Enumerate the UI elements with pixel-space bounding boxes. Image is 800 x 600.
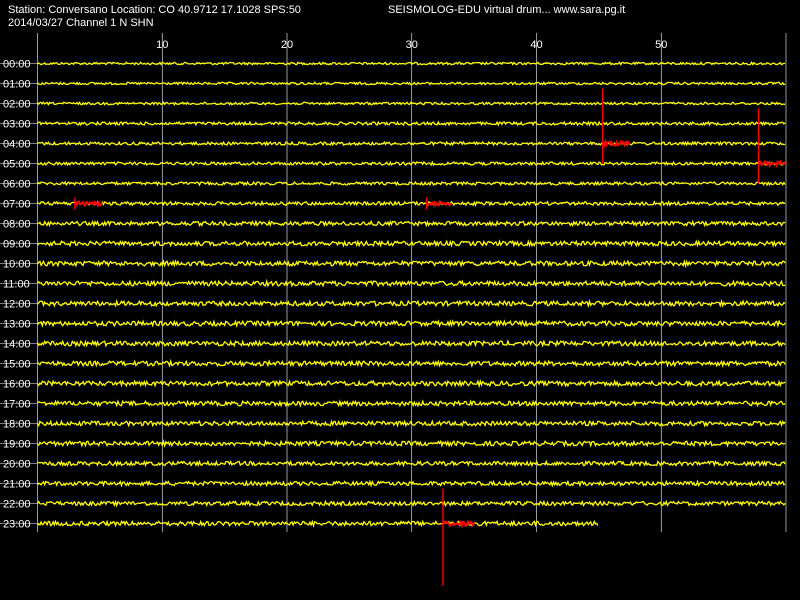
trace-row-02:00	[36, 101, 786, 106]
hour-label: 12:00	[3, 299, 31, 311]
trace-row-19:00	[37, 439, 786, 449]
trace-row-11:00	[36, 278, 786, 288]
trace-row-23:00	[36, 519, 599, 528]
hour-label: 13:00	[3, 319, 31, 331]
x-tick-label: 40	[530, 39, 542, 51]
hour-label: 21:00	[3, 479, 31, 491]
hour-label: 17:00	[3, 399, 31, 411]
trace-row-04:00	[37, 140, 786, 147]
x-tick-label: 10	[156, 39, 168, 51]
trace-row-12:00	[36, 298, 786, 309]
hour-label: 20:00	[3, 459, 31, 471]
hour-label: 09:00	[3, 239, 31, 251]
hour-label: 02:00	[3, 99, 31, 111]
seismic-traces	[36, 60, 786, 528]
credit-text: SEISMOLOG-EDU virtual drum... www.sara.p…	[388, 4, 626, 16]
hour-labels: 00:00 01:00 02:00 03:00 04:00 05:00 06:00 07:00…	[0, 59, 38, 531]
hour-label: 04:00	[3, 139, 31, 151]
hour-label: 00:00	[3, 59, 31, 71]
trace-row-07:00	[37, 200, 786, 207]
trace-row-16:00	[36, 378, 786, 389]
trace-row-09:00	[36, 239, 786, 248]
x-tick-label: 50	[655, 39, 667, 51]
trace-row-18:00	[36, 419, 786, 428]
trace-row-10:00	[36, 259, 786, 269]
hour-label: 05:00	[3, 159, 31, 171]
trace-row-17:00	[37, 399, 786, 408]
trace-row-22:00	[36, 499, 786, 508]
trace-row-21:00	[36, 479, 786, 488]
minute-tick-labels: 10 20 30 40 50	[156, 39, 667, 51]
hour-label: 06:00	[3, 179, 31, 191]
hour-label: 07:00	[3, 199, 31, 211]
event-marker-5	[441, 519, 475, 529]
x-tick-label: 20	[281, 39, 293, 51]
hour-label: 08:00	[3, 219, 31, 231]
trace-row-15:00	[36, 358, 786, 369]
hour-label: 03:00	[3, 119, 31, 131]
trace-row-01:00	[37, 81, 786, 86]
hour-label: 16:00	[3, 379, 31, 391]
trace-row-20:00	[37, 459, 786, 468]
hour-label: 23:00	[3, 519, 31, 531]
trace-row-06:00	[37, 180, 786, 187]
event-marker-2	[758, 159, 787, 169]
hour-label: 19:00	[3, 439, 31, 451]
event-marker-4	[426, 199, 452, 208]
trace-row-08:00	[37, 219, 786, 228]
station-info: Station: Conversano Location: CO 40.9712…	[8, 4, 301, 16]
hour-label: 10:00	[3, 259, 31, 271]
hour-label: 11:00	[3, 279, 30, 291]
event-marker-3	[74, 200, 103, 208]
x-tick-label: 30	[406, 39, 418, 51]
hour-label: 18:00	[3, 419, 31, 431]
date-channel-info: 2014/03/27 Channel 1 N SHN	[8, 17, 154, 29]
hour-label: 22:00	[3, 499, 31, 511]
event-marker-1	[601, 138, 631, 149]
hour-label: 01:00	[3, 79, 31, 91]
trace-row-14:00	[36, 338, 786, 348]
hour-label: 15:00	[3, 359, 31, 371]
trace-row-13:00	[36, 319, 786, 328]
event-markers	[74, 88, 787, 586]
hour-label: 14:00	[3, 339, 31, 351]
trace-row-03:00	[37, 120, 786, 127]
trace-row-00:00	[37, 60, 786, 66]
trace-row-05:00	[37, 160, 786, 167]
